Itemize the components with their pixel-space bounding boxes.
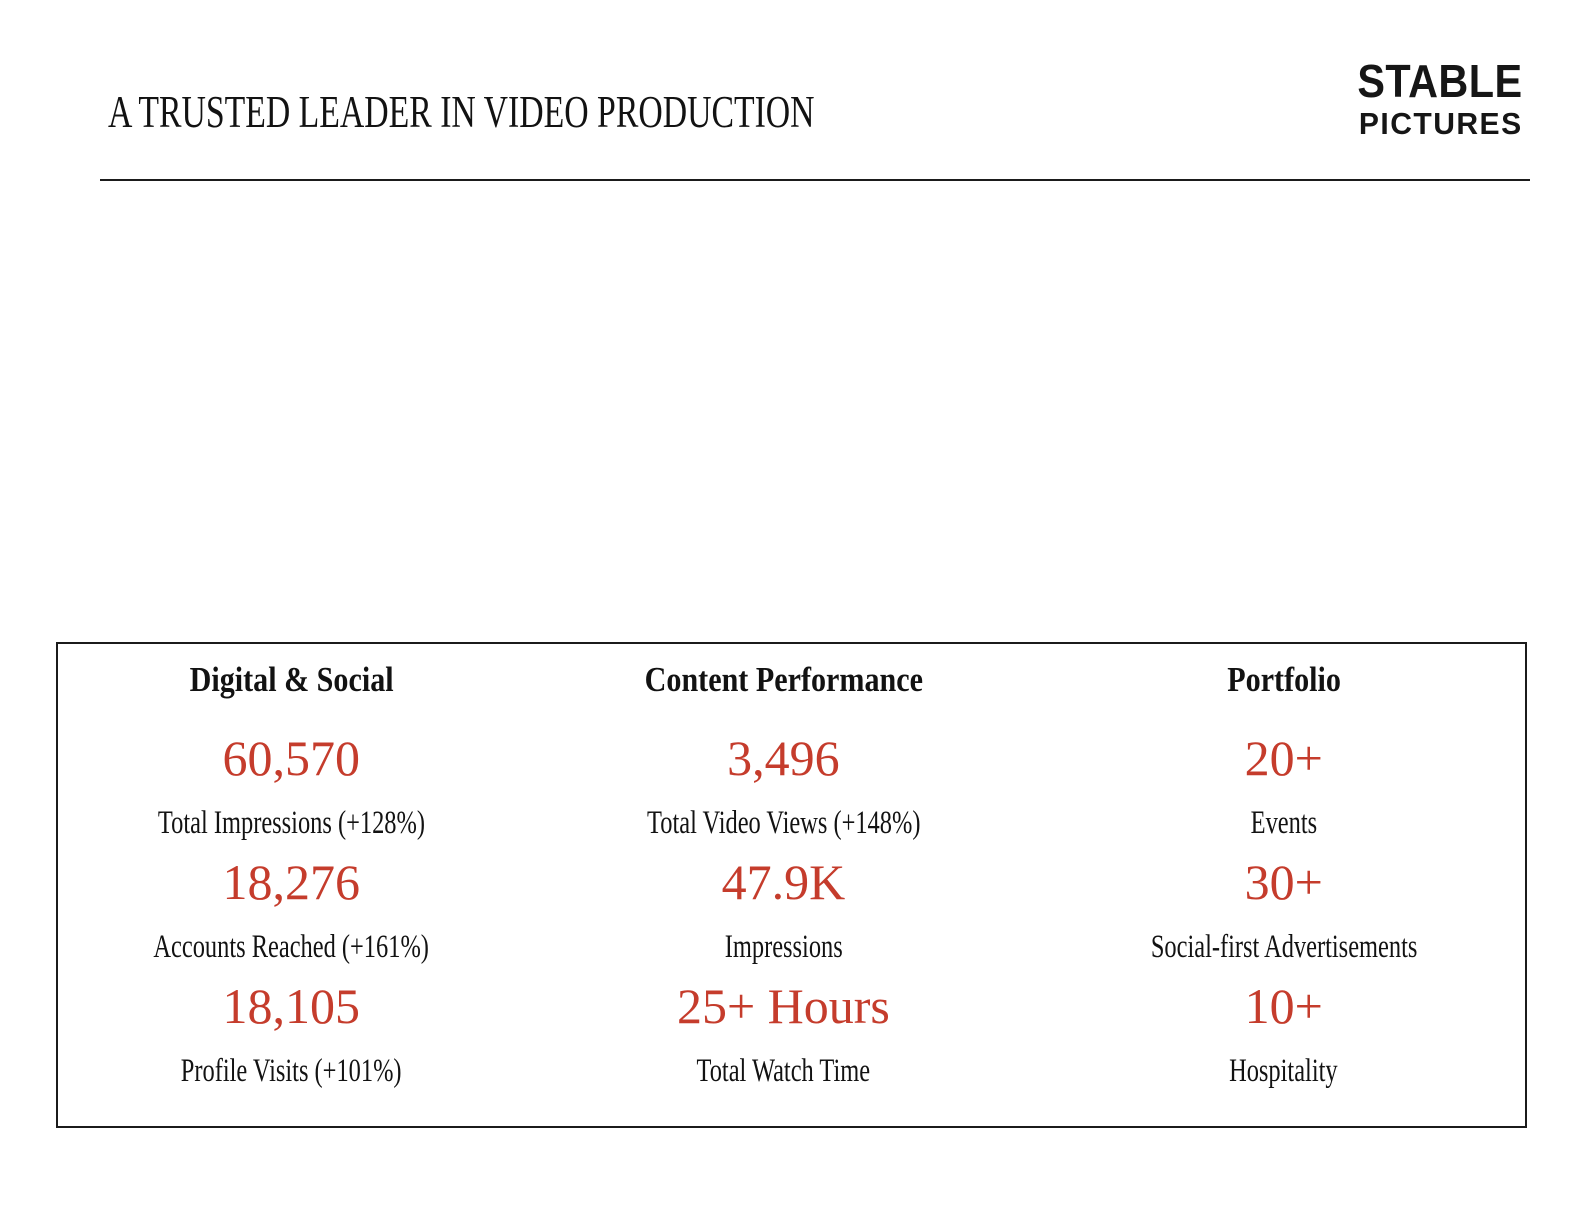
stat-value: 60,570 [222,730,361,786]
stat-value: 25+ Hours [676,978,890,1034]
stat-label-text: Accounts Reached (+161%) [153,929,430,965]
stat-value: 18,105 [222,978,361,1034]
stats-column-portfolio: Portfolio 20+ Events 30+ Social-first Ad… [1042,644,1525,1126]
stat-label: Total Watch Time [525,1048,1043,1094]
stat-label-text: Impressions [724,929,843,965]
stat-item: 3,496 Total Video Views (+148%) [525,722,1043,846]
stat-label-text: Social-first Advertisements [1150,929,1417,965]
column-heading: Digital & Social [58,658,525,702]
column-heading-text: Digital & Social [189,660,394,699]
media-placeholder [100,185,1530,635]
stat-item: 25+ Hours Total Watch Time [525,970,1043,1094]
stat-value: 20+ [1244,730,1323,786]
stat-item: 18,276 Accounts Reached (+161%) [58,846,525,970]
stat-label: Total Impressions (+128%) [58,800,525,846]
stats-column-content-performance: Content Performance 3,496 Total Video Vi… [525,644,1043,1126]
column-heading-text: Content Performance [644,660,923,699]
column-heading: Portfolio [1042,658,1525,702]
stat-item: 30+ Social-first Advertisements [1042,846,1525,970]
column-heading-text: Portfolio [1226,660,1341,699]
stat-label-text: Profile Visits (+101%) [180,1053,402,1089]
stats-panel: Digital & Social 60,570 Total Impression… [56,642,1527,1128]
column-heading: Content Performance [525,658,1043,702]
brand-logo-line1: STABLE [1357,55,1523,107]
stat-label: Events [1042,800,1525,846]
stat-label: Total Video Views (+148%) [525,800,1043,846]
stat-label-text: Hospitality [1229,1053,1338,1089]
page-title: A TRUSTED LEADER IN VIDEO PRODUCTION [108,86,1050,138]
stat-item: 10+ Hospitality [1042,970,1525,1094]
stat-label-text: Total Video Views (+148%) [646,805,921,841]
stat-value: 18,276 [222,854,361,910]
stat-label: Hospitality [1042,1048,1525,1094]
stat-value: 3,496 [727,730,840,786]
stat-item: 47.9K Impressions [525,846,1043,970]
stat-item: 20+ Events [1042,722,1525,846]
stat-label: Profile Visits (+101%) [58,1048,525,1094]
stat-label-text: Total Impressions (+128%) [157,805,425,841]
stat-item: 60,570 Total Impressions (+128%) [58,722,525,846]
header-divider [100,179,1530,181]
stats-column-digital-social: Digital & Social 60,570 Total Impression… [58,644,525,1126]
brand-logo-line2: PICTURES [1359,106,1523,141]
stat-value: 47.9K [721,854,846,910]
brand-logo: STABLE PICTURES [1339,58,1523,142]
stat-label: Impressions [525,924,1043,970]
stat-label: Accounts Reached (+161%) [58,924,525,970]
stat-item: 18,105 Profile Visits (+101%) [58,970,525,1094]
stat-label-text: Events [1250,805,1317,841]
stat-label-text: Total Watch Time [696,1053,871,1089]
page-title-text: A TRUSTED LEADER IN VIDEO PRODUCTION [108,87,815,137]
stat-label: Social-first Advertisements [1042,924,1525,970]
stat-value: 10+ [1244,978,1323,1034]
stat-value: 30+ [1244,854,1323,910]
